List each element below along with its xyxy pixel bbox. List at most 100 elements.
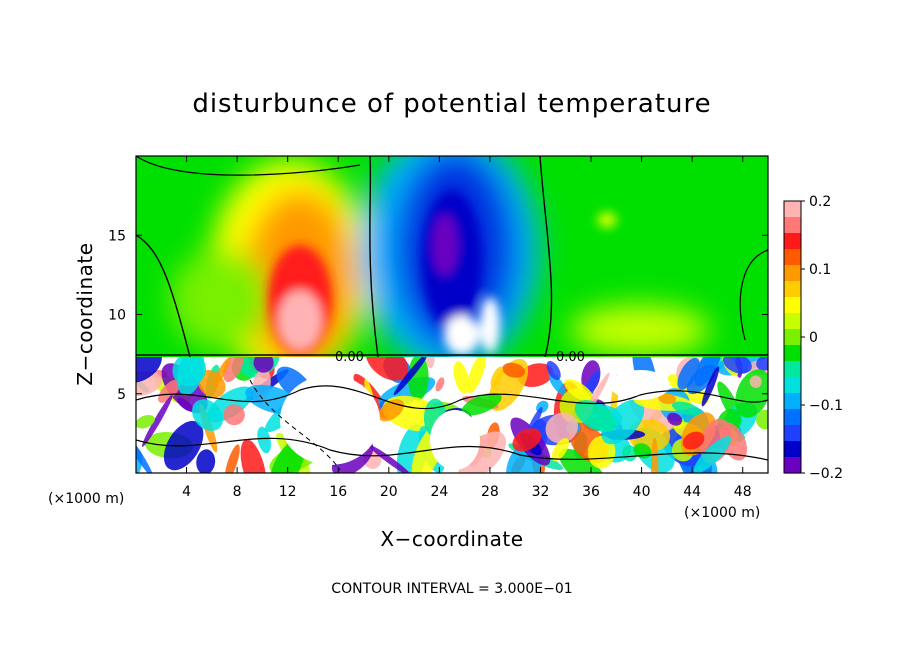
contour-label-1: 0.00 [335, 350, 364, 365]
noise-blob [756, 409, 768, 430]
colorbar-segment [784, 329, 801, 346]
noise-blob [458, 431, 507, 473]
noise-blob [136, 414, 155, 429]
noise-blob [435, 377, 445, 392]
noise-blob [240, 439, 267, 473]
noise-blob [223, 357, 245, 383]
chart-title: disturbunce of potential temperature [192, 89, 711, 119]
noise-blob [735, 369, 768, 418]
colorbar-segment [784, 377, 801, 394]
colorbar-segment [784, 281, 801, 298]
x-tick-label: 12 [279, 484, 297, 500]
noise-blob [172, 357, 207, 387]
noise-blob [756, 357, 768, 371]
y-axis: 5 10 15 [108, 228, 768, 403]
colorbar-segment [784, 201, 801, 218]
noise-blob [426, 357, 435, 369]
noise-blob [136, 357, 163, 383]
x-tick-label: 8 [233, 484, 242, 500]
colorbar-ticks: 0.2 0.1 0 −0.1 −0.2 [801, 194, 843, 482]
x-axis: 4 8 12 16 20 24 28 32 36 40 44 48 [182, 156, 752, 500]
noise-blob [224, 444, 240, 473]
x-tick-label: 36 [582, 484, 600, 500]
noise-blob [701, 366, 720, 407]
x-tick-label: 48 [734, 484, 752, 500]
contour-labels: 0.00 0.00 [335, 350, 585, 365]
noise-blob [467, 357, 486, 394]
colorbar-segment [784, 441, 801, 458]
noise-blob [502, 362, 526, 378]
colorbar-segment [784, 425, 801, 442]
noise-blob [368, 444, 412, 473]
noise-blob [257, 426, 271, 454]
colorbar-tick-label: 0 [809, 330, 818, 346]
noise-blob [393, 357, 429, 396]
noise-blob [671, 401, 701, 416]
noise-blob [650, 437, 659, 473]
colorbar-segment [784, 457, 801, 474]
contour-label-2: 0.00 [556, 350, 585, 365]
x-tick-label: 32 [532, 484, 550, 500]
y-tick-label: 15 [108, 228, 126, 244]
colorbar-segment [784, 265, 801, 282]
x-tick-label: 28 [481, 484, 499, 500]
x-tick-label: 24 [430, 484, 448, 500]
x-axis-left-unit: (×1000 m) [48, 491, 124, 507]
colorbar-segment [784, 313, 801, 330]
noise-blob [545, 412, 579, 444]
noise-blob [253, 357, 274, 373]
noise-blob [686, 364, 716, 395]
noise-blob [136, 370, 163, 397]
colorbar-tick-label: 0.2 [809, 194, 831, 210]
noise-blob [749, 375, 762, 388]
noise-blob [453, 361, 470, 394]
noise-blob [223, 404, 245, 426]
colorbar: 0.2 0.1 0 −0.1 −0.2 [783, 194, 843, 482]
colorbar-segment [784, 393, 801, 410]
noise-blob [461, 392, 502, 416]
lower-field [136, 357, 768, 473]
noise-blob [269, 439, 305, 473]
noise-blob [407, 357, 429, 401]
noise-blob [158, 379, 181, 403]
noise-blob [722, 357, 752, 374]
noise-blob [601, 399, 645, 445]
noise-blob [196, 449, 216, 473]
noise-blob [191, 399, 224, 431]
x-tick-label: 40 [633, 484, 651, 500]
noise-blank [280, 375, 380, 465]
noise-blob [548, 372, 566, 395]
noise-blob [658, 393, 677, 405]
colorbar-segment [784, 217, 801, 234]
colorbar-tick-label: 0.1 [809, 262, 831, 278]
x-tick-label: 20 [380, 484, 398, 500]
colorbar-segments [784, 201, 801, 474]
noise-blob [564, 379, 594, 403]
x-tick-label: 44 [683, 484, 701, 500]
contour-interval-note: CONTOUR INTERVAL = 3.000E−01 [331, 581, 572, 597]
colorbar-segment [784, 345, 801, 362]
noise-blob [677, 357, 700, 390]
x-axis-right-unit: (×1000 m) [684, 505, 760, 521]
noise-blob [142, 394, 173, 447]
y-axis-label: Z−coordinate [73, 242, 97, 385]
plot-area: 0.00 0.00 [135, 155, 769, 474]
noise-blob [682, 431, 705, 450]
colorbar-segment [784, 409, 801, 426]
noise-blob [546, 360, 561, 380]
y-tick-label: 10 [108, 308, 126, 324]
noise-blob [693, 436, 732, 473]
y-tick-label: 5 [117, 387, 126, 403]
noise-blob [512, 428, 542, 452]
x-tick-label: 4 [182, 484, 191, 500]
noise-blob [136, 428, 153, 473]
noise-blank [430, 410, 480, 470]
colorbar-tick-label: −0.1 [809, 398, 843, 414]
upper-field [136, 156, 768, 357]
x-axis-label: X−coordinate [380, 527, 523, 551]
noise-blob [365, 357, 409, 381]
noise-blob [490, 366, 504, 388]
colorbar-segment [784, 249, 801, 266]
colorbar-segment [784, 361, 801, 378]
